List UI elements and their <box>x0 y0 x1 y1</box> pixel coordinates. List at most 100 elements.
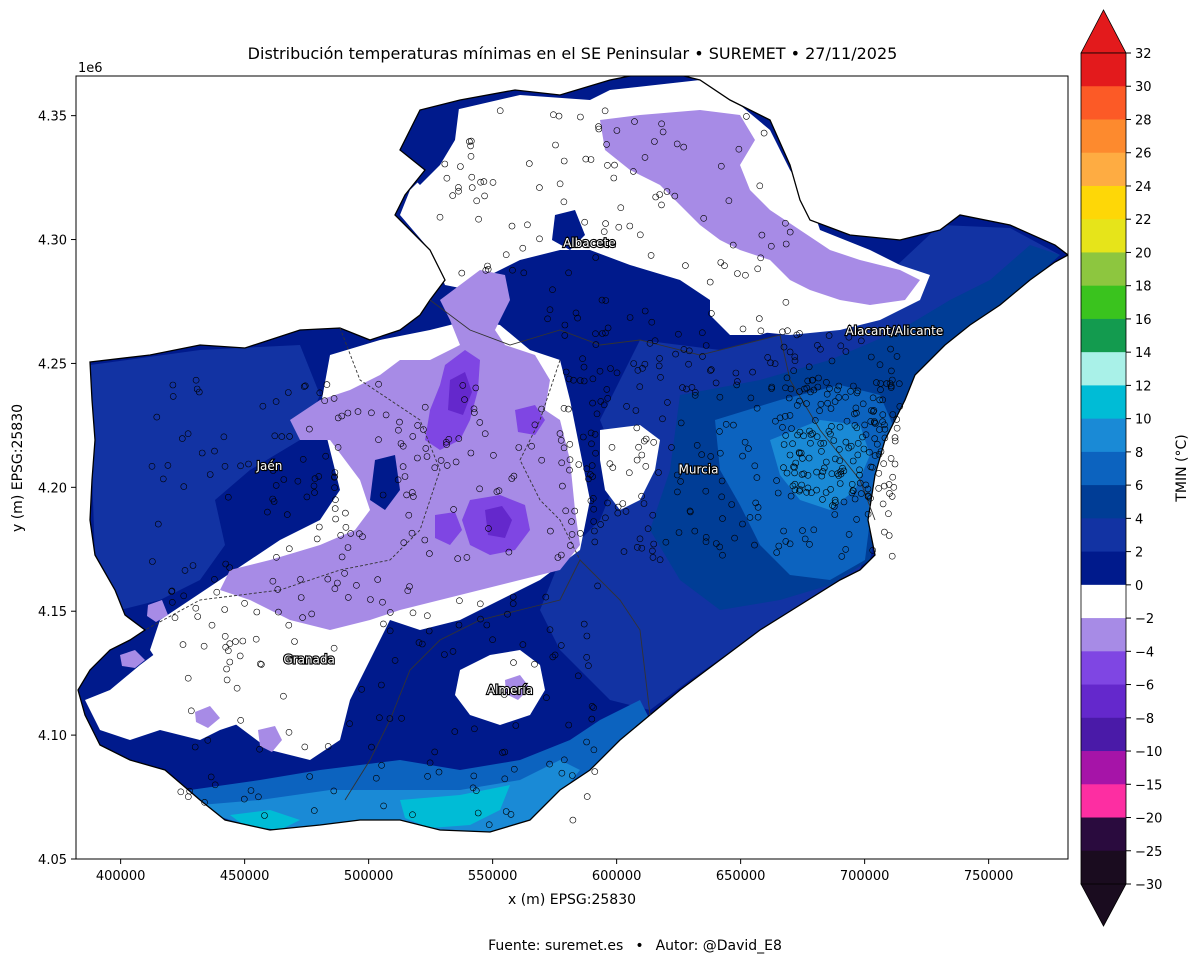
station-marker <box>819 496 826 503</box>
map-area[interactable]: Albacete Jaén Murcia Alacant/Alicante Granad… <box>70 70 1080 870</box>
station-marker <box>804 471 812 479</box>
station-marker <box>422 445 430 452</box>
x-tick-label: 650000 <box>716 869 766 884</box>
station-marker <box>774 489 782 497</box>
station-marker <box>664 399 671 406</box>
station-marker <box>825 427 833 435</box>
station-marker <box>560 198 568 206</box>
station-marker <box>830 437 838 444</box>
field-lavender-spot2 <box>195 706 220 728</box>
station-marker <box>607 365 614 372</box>
station-marker <box>677 419 685 427</box>
station-marker <box>886 490 893 497</box>
field-lavender-spot1 <box>120 650 145 668</box>
station-marker <box>347 530 355 537</box>
station-marker <box>615 223 623 231</box>
station-marker <box>331 484 338 492</box>
station-marker <box>623 402 630 410</box>
station-marker <box>671 192 679 200</box>
station-marker <box>426 550 433 557</box>
station-marker <box>597 398 605 405</box>
station-marker <box>560 756 568 764</box>
station-marker <box>876 361 884 369</box>
station-marker <box>810 526 818 534</box>
station-marker <box>505 548 513 556</box>
station-marker <box>869 394 877 402</box>
station-marker <box>805 454 813 462</box>
station-marker <box>796 487 803 495</box>
station-marker <box>536 235 543 243</box>
station-marker <box>782 219 789 227</box>
station-marker <box>220 433 228 441</box>
station-marker <box>793 331 801 339</box>
station-marker <box>485 525 492 532</box>
station-marker <box>831 511 839 518</box>
station-marker <box>699 353 706 360</box>
station-marker <box>496 107 504 114</box>
station-marker <box>580 363 588 371</box>
station-marker <box>396 418 403 426</box>
colorbar-bin <box>1081 817 1126 852</box>
station-marker <box>558 459 566 467</box>
station-marker <box>316 389 324 397</box>
station-marker <box>528 442 535 450</box>
station-marker <box>226 564 233 571</box>
station-marker <box>299 614 306 621</box>
station-marker <box>184 674 192 682</box>
station-marker <box>409 433 417 440</box>
station-marker <box>650 438 658 446</box>
station-marker <box>588 440 595 448</box>
station-marker <box>470 409 478 416</box>
colorbar-tick-label: 4 <box>1135 512 1143 527</box>
station-marker <box>247 787 255 794</box>
station-marker <box>879 411 887 419</box>
station-marker <box>642 435 650 443</box>
station-marker <box>884 328 892 336</box>
station-marker <box>775 542 783 550</box>
station-marker <box>786 451 794 459</box>
station-marker <box>587 429 595 437</box>
station-marker <box>634 366 642 374</box>
station-marker <box>811 417 819 424</box>
colorbar-tick-label: 16 <box>1135 313 1152 328</box>
station-marker <box>647 252 655 259</box>
station-marker <box>651 138 658 145</box>
station-marker <box>442 438 450 446</box>
station-marker <box>536 184 543 191</box>
station-marker <box>707 453 715 460</box>
station-marker <box>782 298 790 306</box>
colorbar-tick-label: 22 <box>1135 213 1152 228</box>
station-marker <box>743 113 750 120</box>
station-marker <box>169 381 177 389</box>
station-marker <box>211 781 219 789</box>
station-marker <box>893 424 901 432</box>
station-marker <box>698 451 706 458</box>
station-marker <box>636 231 644 239</box>
station-marker <box>315 473 323 480</box>
station-marker <box>857 337 865 345</box>
x-tick-label: 550000 <box>468 869 518 884</box>
station-marker <box>813 486 820 494</box>
station-marker <box>310 807 318 814</box>
station-marker <box>604 394 612 402</box>
station-marker <box>782 538 790 545</box>
station-marker <box>585 662 592 670</box>
station-marker <box>331 469 339 476</box>
station-marker <box>561 332 569 339</box>
station-marker <box>149 558 156 565</box>
station-marker <box>752 499 760 507</box>
station-marker <box>568 531 576 538</box>
station-marker <box>476 600 484 608</box>
station-marker <box>399 463 407 470</box>
station-marker <box>222 643 229 651</box>
station-marker <box>619 500 627 507</box>
station-marker <box>622 508 630 515</box>
station-marker <box>598 330 606 337</box>
station-marker <box>192 604 200 612</box>
station-marker <box>588 715 596 723</box>
station-marker <box>285 728 293 736</box>
station-marker <box>873 379 880 386</box>
station-marker <box>786 228 794 236</box>
field-navy-blob-albacete <box>552 210 585 250</box>
